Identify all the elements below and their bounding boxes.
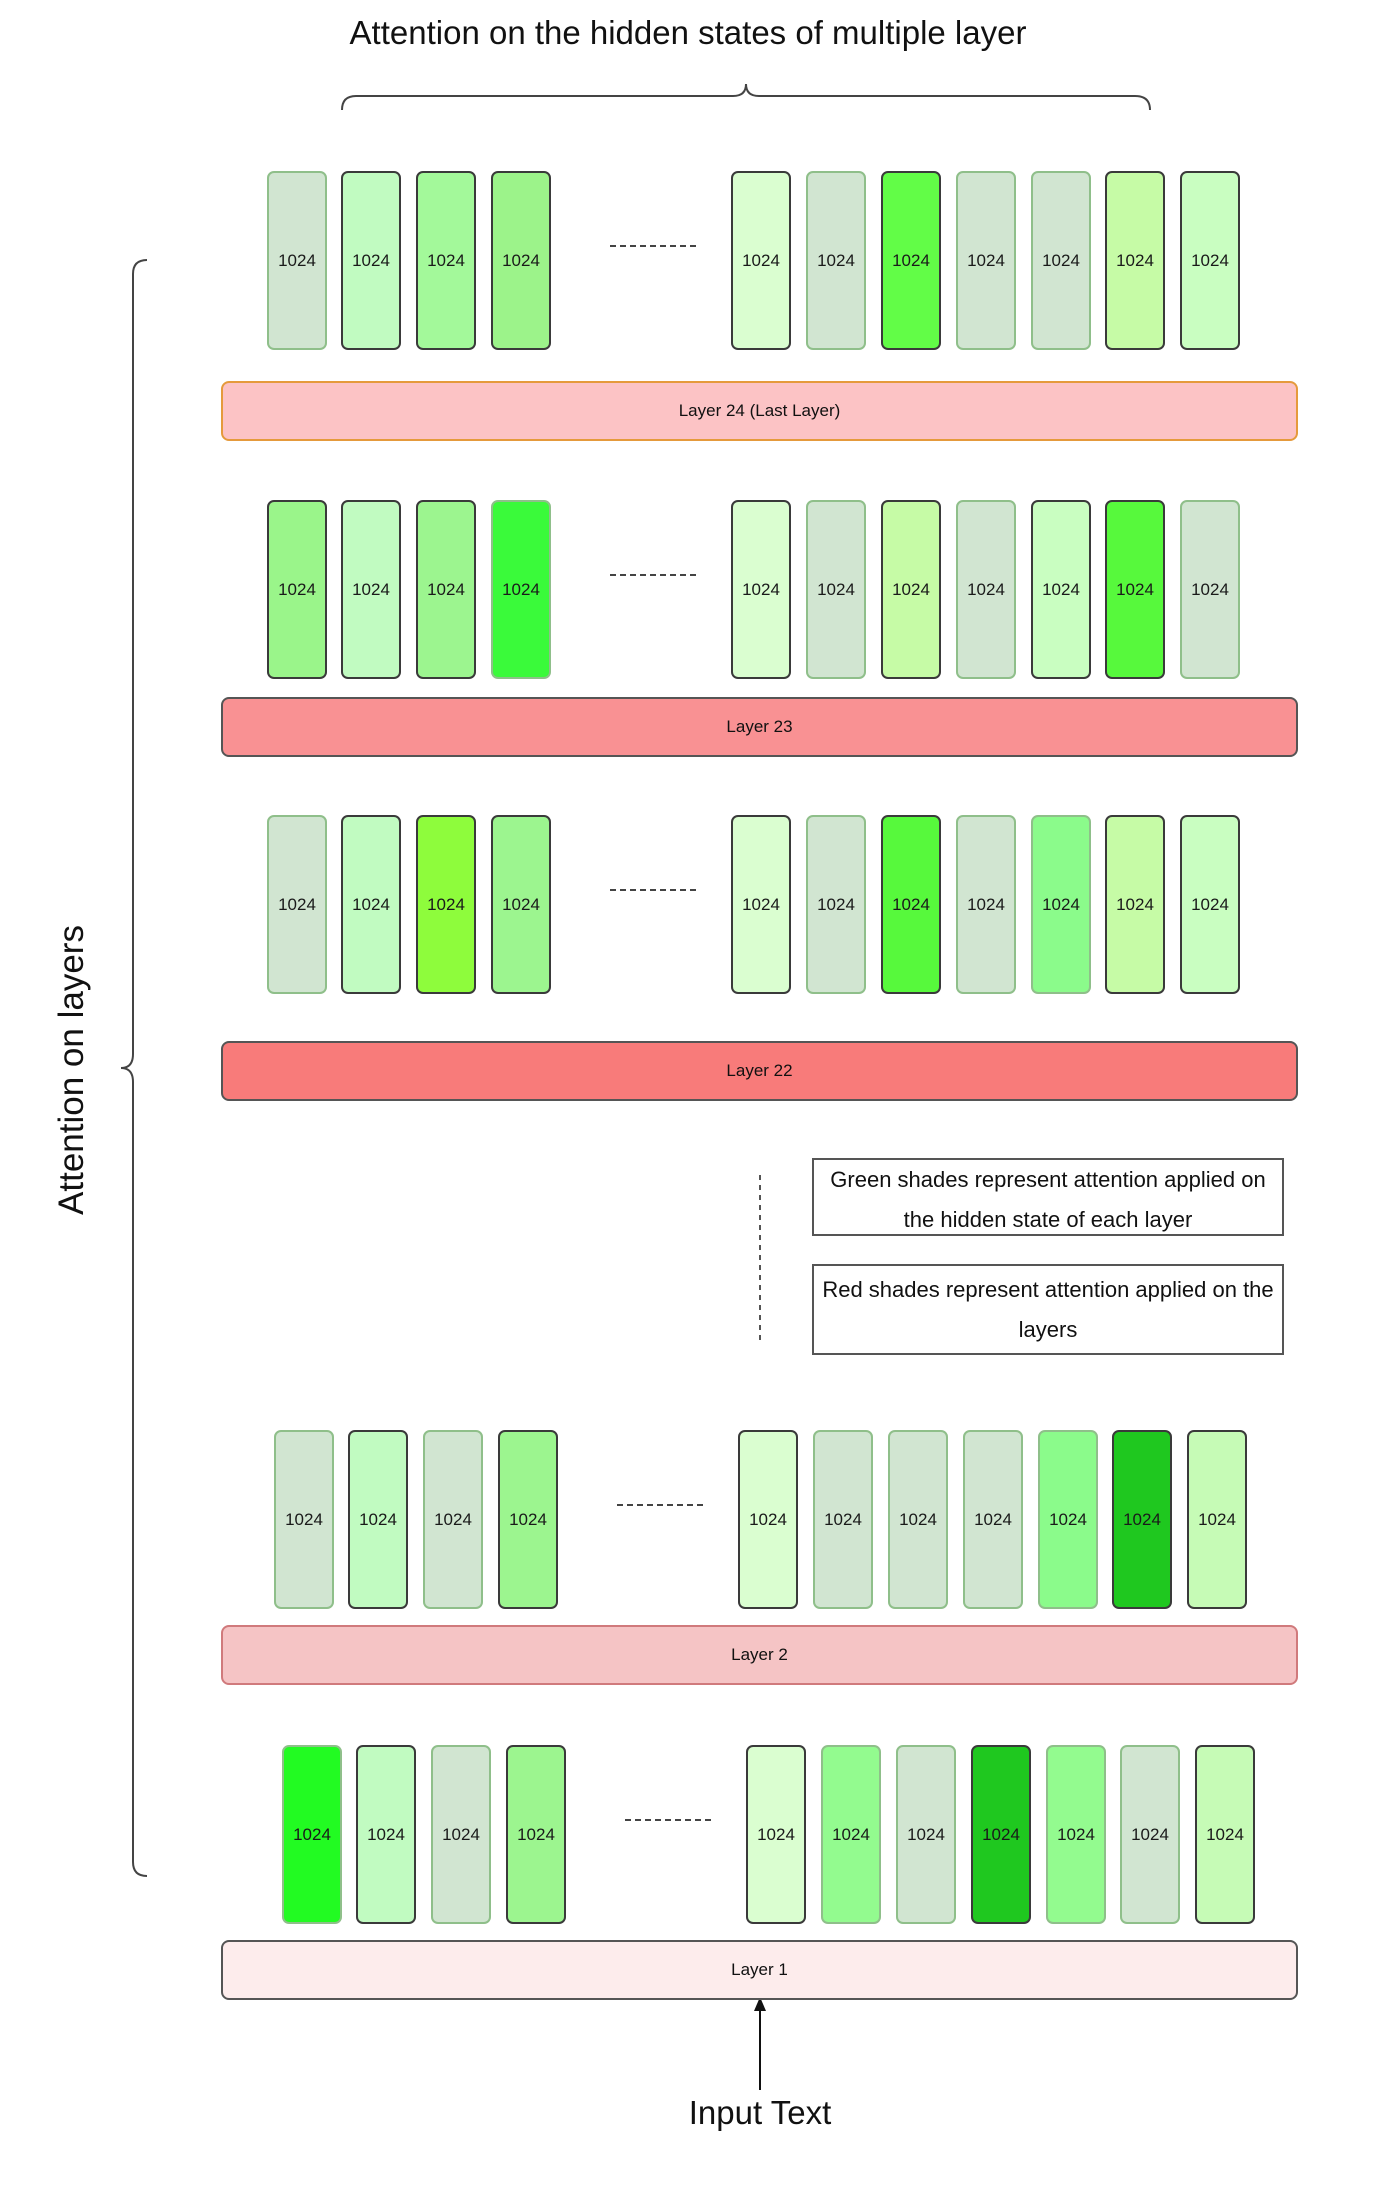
layer-bar: Layer 23	[221, 697, 1298, 757]
input-text-label: Input Text	[688, 2094, 832, 2131]
hidden-state-cell: 1024	[956, 815, 1016, 994]
hidden-state-cell: 1024	[1038, 1430, 1098, 1609]
hidden-state-cell: 1024	[881, 815, 941, 994]
hidden-state-cell: 1024	[746, 1745, 806, 1924]
hidden-state-cell: 1024	[1031, 815, 1091, 994]
hidden-state-cell: 1024	[1112, 1430, 1172, 1609]
note-green-shades: Green shades represent attention applied…	[812, 1158, 1284, 1236]
hidden-state-cell: 1024	[1195, 1745, 1255, 1924]
hidden-state-cell: 1024	[348, 1430, 408, 1609]
top-brace	[341, 83, 1151, 111]
hidden-state-cell: 1024	[267, 171, 327, 350]
hidden-state-cell: 1024	[1046, 1745, 1106, 1924]
hidden-state-cell: 1024	[731, 815, 791, 994]
layer-bar: Layer 22	[221, 1041, 1298, 1101]
hidden-state-cell: 1024	[423, 1430, 483, 1609]
hidden-state-cell: 1024	[431, 1745, 491, 1924]
hidden-state-cell: 1024	[738, 1430, 798, 1609]
ellipsis-separator	[610, 574, 696, 576]
hidden-state-cell: 1024	[1180, 815, 1240, 994]
hidden-state-cell: 1024	[1180, 500, 1240, 679]
left-brace	[120, 259, 148, 1877]
ellipsis-separator	[617, 1504, 703, 1506]
hidden-state-cell: 1024	[1031, 500, 1091, 679]
hidden-state-cell: 1024	[971, 1745, 1031, 1924]
hidden-state-cell: 1024	[731, 171, 791, 350]
hidden-state-cell: 1024	[416, 171, 476, 350]
hidden-state-cell: 1024	[506, 1745, 566, 1924]
layer-bar: Layer 24 (Last Layer)	[221, 381, 1298, 441]
layer-bar: Layer 1	[221, 1940, 1298, 2000]
layer-bar: Layer 2	[221, 1625, 1298, 1685]
hidden-state-cell: 1024	[956, 500, 1016, 679]
hidden-state-cell: 1024	[341, 500, 401, 679]
hidden-state-cell: 1024	[806, 815, 866, 994]
hidden-state-cell: 1024	[1120, 1745, 1180, 1924]
hidden-state-cell: 1024	[416, 500, 476, 679]
ellipsis-separator	[610, 889, 696, 891]
hidden-state-cell: 1024	[274, 1430, 334, 1609]
hidden-state-cell: 1024	[813, 1430, 873, 1609]
hidden-state-cell: 1024	[356, 1745, 416, 1924]
hidden-state-cell: 1024	[491, 500, 551, 679]
hidden-state-cell: 1024	[282, 1745, 342, 1924]
hidden-state-cell: 1024	[267, 815, 327, 994]
hidden-state-cell: 1024	[806, 171, 866, 350]
hidden-state-cell: 1024	[806, 500, 866, 679]
hidden-state-cell: 1024	[956, 171, 1016, 350]
hidden-state-cell: 1024	[1187, 1430, 1247, 1609]
hidden-state-cell: 1024	[1031, 171, 1091, 350]
hidden-state-cell: 1024	[491, 171, 551, 350]
input-arrow-head	[754, 1997, 766, 2011]
hidden-state-cell: 1024	[896, 1745, 956, 1924]
hidden-state-cell: 1024	[888, 1430, 948, 1609]
note-red-shades: Red shades represent attention applied o…	[812, 1264, 1284, 1355]
hidden-state-cell: 1024	[341, 171, 401, 350]
hidden-state-cell: 1024	[821, 1745, 881, 1924]
hidden-state-cell: 1024	[491, 815, 551, 994]
hidden-state-cell: 1024	[267, 500, 327, 679]
hidden-state-cell: 1024	[1180, 171, 1240, 350]
hidden-state-cell: 1024	[1105, 500, 1165, 679]
hidden-state-cell: 1024	[1105, 171, 1165, 350]
hidden-state-cell: 1024	[963, 1430, 1023, 1609]
diagram-title: Attention on the hidden states of multip…	[349, 14, 1027, 51]
hidden-state-cell: 1024	[498, 1430, 558, 1609]
hidden-state-cell: 1024	[341, 815, 401, 994]
hidden-state-cell: 1024	[881, 500, 941, 679]
ellipsis-separator	[610, 245, 696, 247]
ellipsis-separator	[625, 1819, 711, 1821]
hidden-state-cell: 1024	[881, 171, 941, 350]
hidden-state-cell: 1024	[1105, 815, 1165, 994]
hidden-state-cell: 1024	[416, 815, 476, 994]
hidden-state-cell: 1024	[731, 500, 791, 679]
